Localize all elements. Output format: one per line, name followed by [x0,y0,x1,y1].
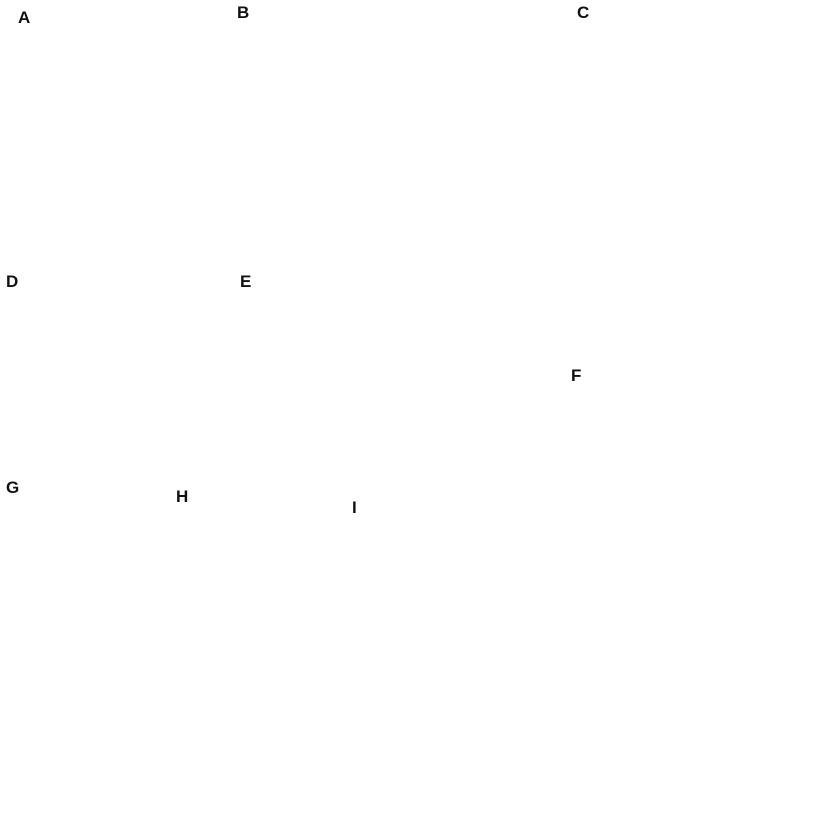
panel-e-facet-trajectories [232,268,565,472]
panel-h-tf-heatmap [165,478,363,822]
panel-f-label: F [571,366,582,385]
panel-b-label: B [237,3,250,22]
panel-c-label: C [577,3,590,22]
panel-d-pseudotime [0,268,232,478]
panel-b-violin [230,0,570,266]
panel-a-label: A [18,8,31,27]
panel-a-umap [0,16,232,268]
panel-f-hallmark-heatmap [565,360,825,822]
panel-c-marker-heatmap [570,0,825,340]
panel-h-label: H [176,487,189,506]
panel-d-label: D [6,272,19,291]
panel-e-label: E [240,272,252,291]
panel-i-forest-plot [345,490,585,820]
panel-i-label: I [352,498,357,517]
panel-g-pseudotime-heatmap [0,472,170,822]
panel-g-label: G [6,478,20,497]
